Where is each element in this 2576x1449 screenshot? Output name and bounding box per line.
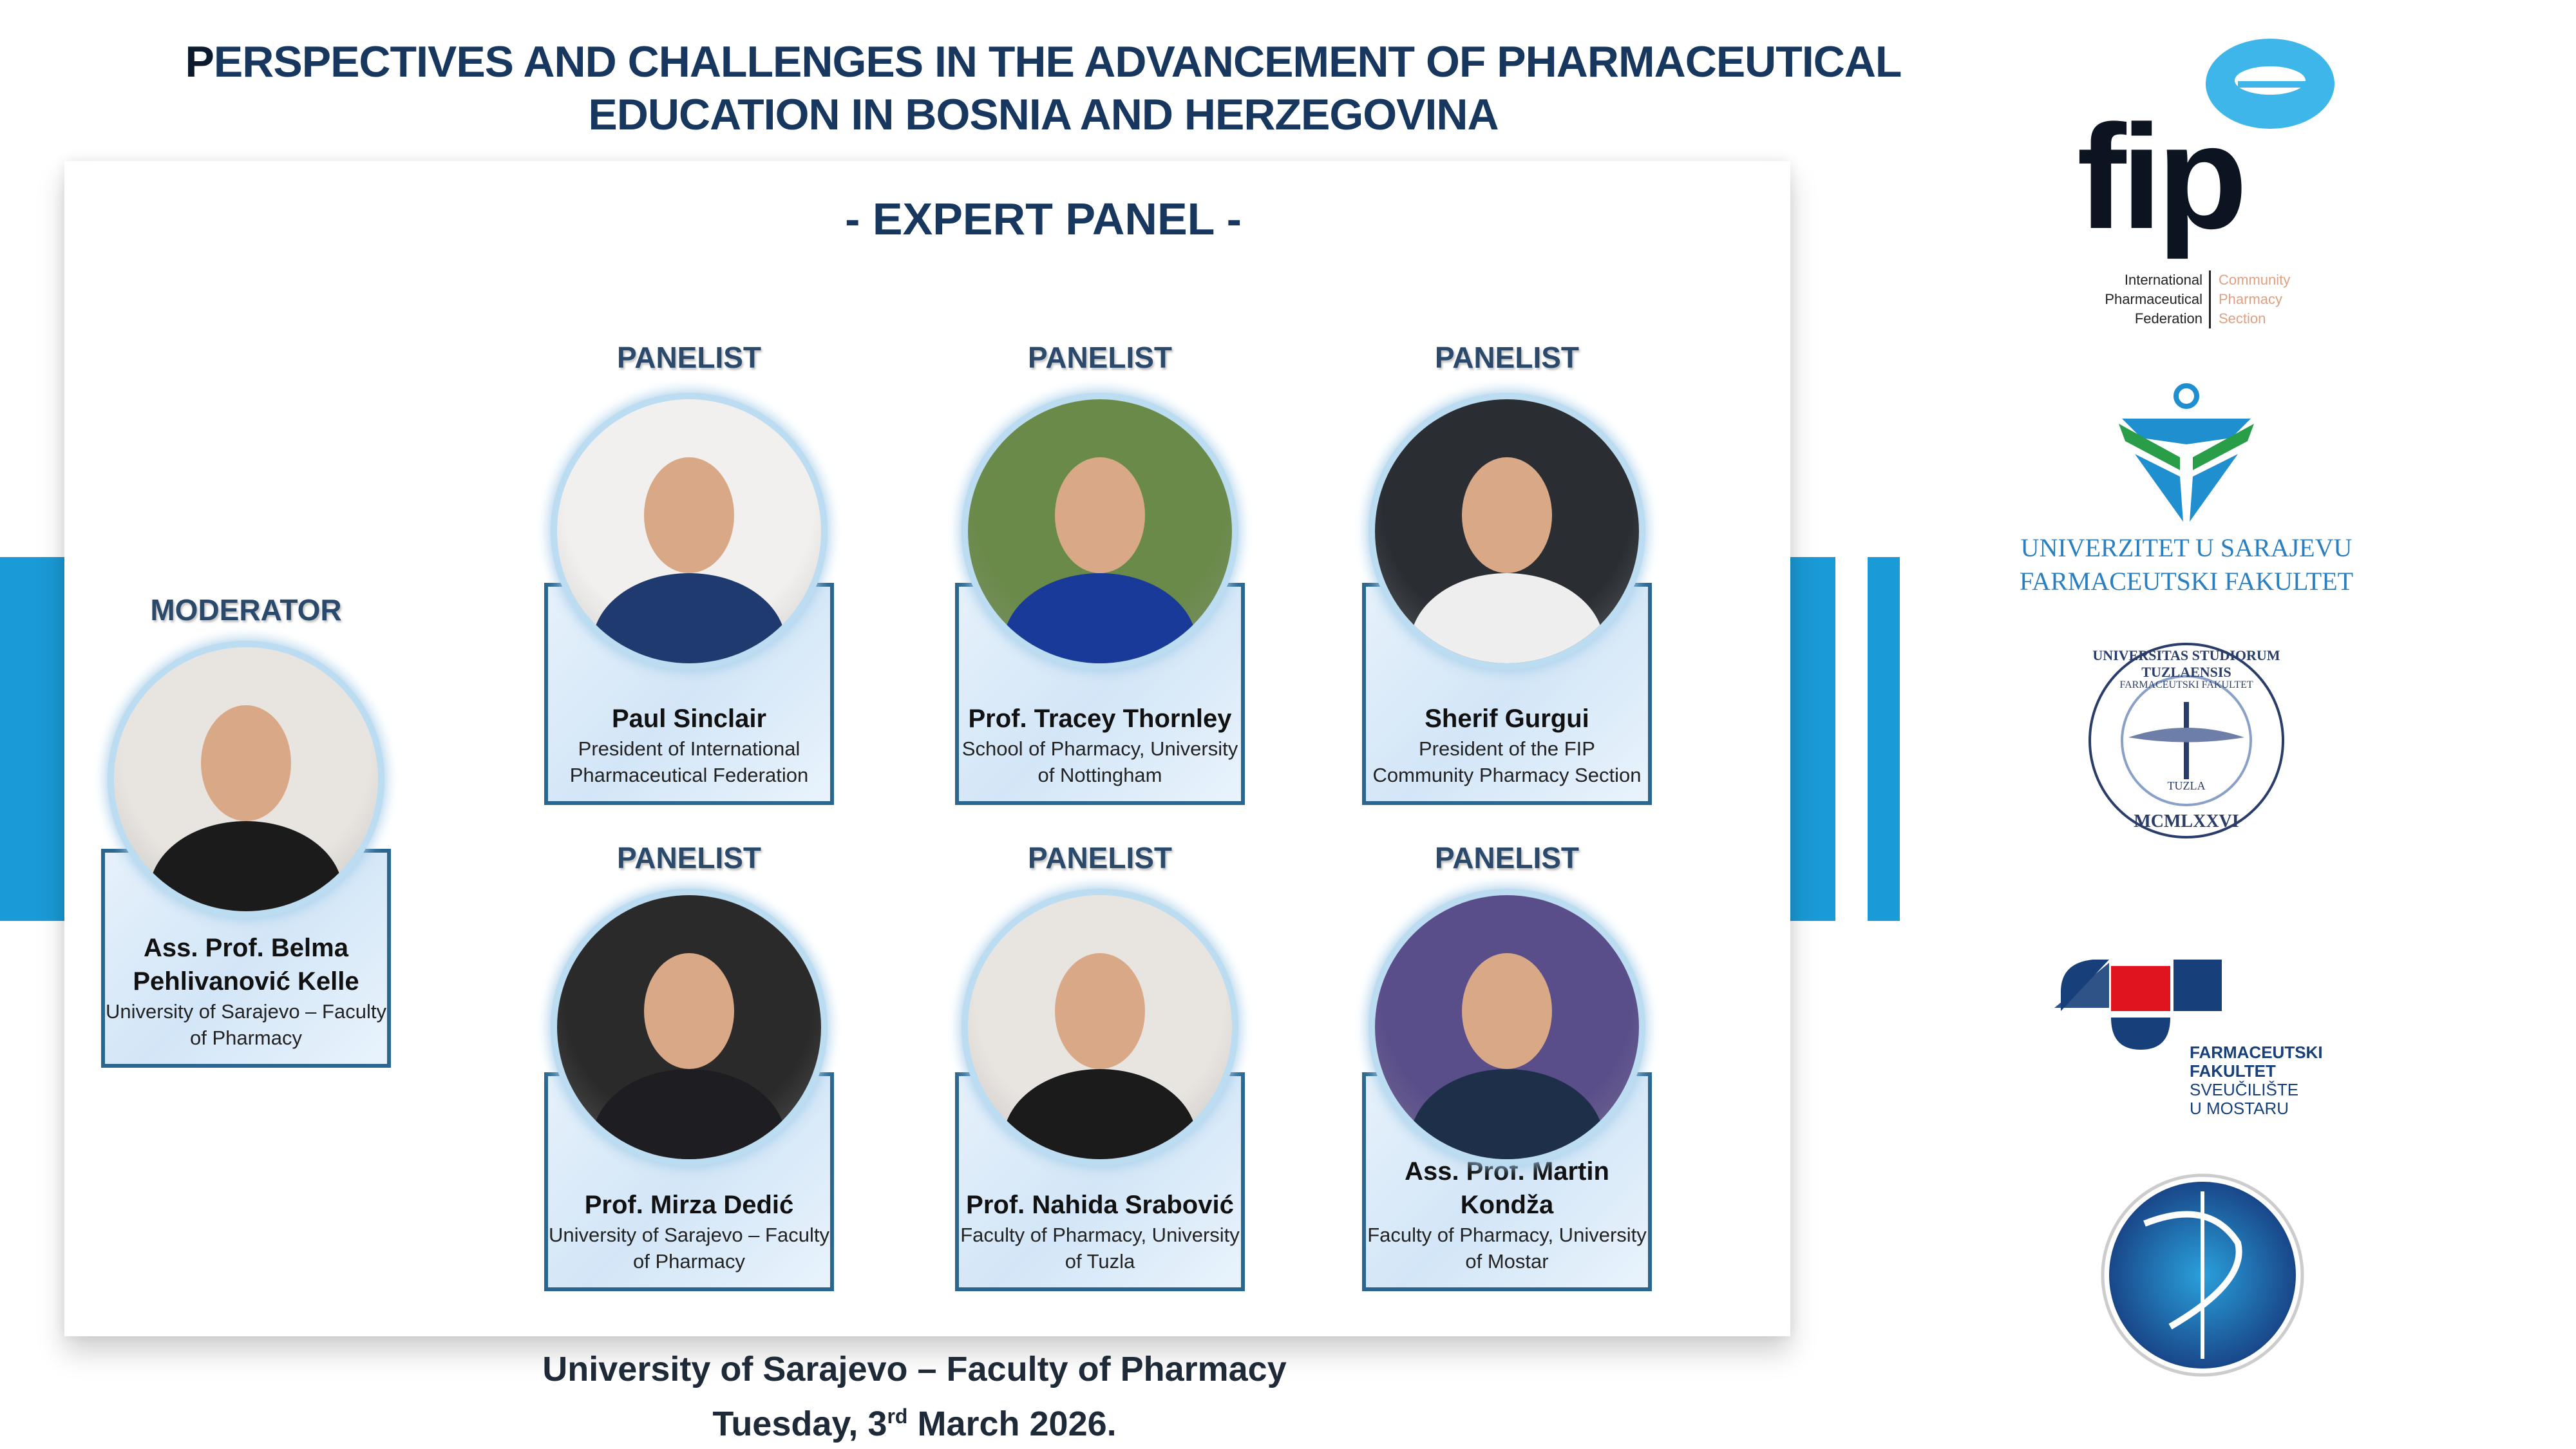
person-photo [1375,399,1639,663]
face-shape [1462,953,1552,1069]
shoulders-shape [1410,573,1604,663]
face-shape [644,953,734,1069]
caduceus-emblem-logo [2099,1172,2306,1378]
role-label: PANELIST [616,341,762,374]
person-photo [557,895,821,1159]
face-shape [644,457,734,573]
person-photo [1375,895,1639,1159]
role-label: PANELIST [1434,841,1580,875]
decorative-bar-right-1 [1790,557,1835,921]
person-photo [114,647,378,911]
shoulders-shape [592,1069,786,1159]
shoulders-shape [592,573,786,663]
person-name: Ass. Prof. Belma Pehlivanović Kelle [133,934,359,996]
person-name: Paul Sinclair [611,705,767,733]
info-text: Prof. Tracey Thornley School of Pharmacy,… [959,702,1241,788]
face-shape [1462,457,1552,573]
person-name: Ass. Prof. Martin Kondža [1405,1157,1609,1219]
mostar-faculty-logo: FARMACEUTSKI FAKULTET SVEUČILIŠTE U MOST… [2054,943,2363,1137]
sarajevo-faculty-logo: UNIVERZITET U SARAJEVU FARMACEUTSKI FAKU… [2016,380,2357,599]
person-affiliation: Faculty of Pharmacy, University of Mosta… [1367,1224,1647,1273]
person-affiliation: University of Sarajevo – Faculty of Phar… [106,1000,386,1049]
face-shape [201,705,291,821]
person-affiliation: President of the FIP Community Pharmacy … [1372,737,1642,786]
person-affiliation: Faculty of Pharmacy, University of Tuzla [960,1224,1240,1273]
shoulders-shape [1003,1069,1197,1159]
person-photo [968,399,1232,663]
decorative-bar-right-2 [1868,557,1900,921]
person-affiliation: President of International Pharmaceutica… [569,737,809,786]
role-label: PANELIST [1027,841,1173,875]
shoulders-shape [1003,573,1197,663]
face-shape [1055,953,1145,1069]
info-text: Prof. Mirza Dedić University of Sarajevo … [548,1188,830,1274]
tuzla-faculty-seal: UNIVERSITAS STUDIORUM TUZLAENSIS FARMACE… [2083,634,2289,847]
info-text: Sherif Gurgui President of the FIP Commun… [1366,702,1648,788]
person-photo [968,895,1232,1159]
event-date: Tuesday, 3rd March 2026. [712,1405,1117,1443]
person-name: Prof. Nahida Srabović [966,1191,1234,1219]
face-shape [1055,457,1145,573]
venue-text: University of Sarajevo – Faculty of Phar… [542,1350,1287,1388]
person-name: Prof. Mirza Dedić [584,1191,794,1219]
info-text: Ass. Prof. Martin Kondža Faculty of Pharm… [1366,1155,1648,1274]
person-affiliation: School of Pharmacy, University of Nottin… [961,737,1238,786]
person-photo [557,399,821,663]
person-name: Sherif Gurgui [1425,705,1589,733]
role-label: PANELIST [1434,341,1580,374]
person-name: Prof. Tracey Thornley [968,705,1232,733]
shoulders-shape [149,821,343,911]
caduceus-icon [2101,1173,2304,1377]
info-text: Ass. Prof. Belma Pehlivanović Kelle Unive… [105,931,387,1051]
bowl-of-hygieia-icon [2119,383,2254,522]
role-label: MODERATOR [150,593,342,627]
decorative-bar-left [0,557,64,921]
role-label: PANELIST [1027,341,1173,374]
fip-serpent-icon [2206,39,2334,129]
fip-logo: fip International Pharmaceutical Federatio… [2074,26,2344,341]
person-affiliation: University of Sarajevo – Faculty of Phar… [549,1224,829,1273]
shoulders-shape [1410,1069,1604,1159]
role-label: PANELIST [616,841,762,875]
page-title: PERSPECTIVES AND CHALLENGES IN THE ADVAN… [185,37,1902,139]
info-text: Paul Sinclair President of International … [548,702,830,788]
expert-panel-heading: - EXPERT PANEL - [845,194,1242,244]
info-text: Prof. Nahida Srabović Faculty of Pharmacy… [959,1188,1241,1274]
